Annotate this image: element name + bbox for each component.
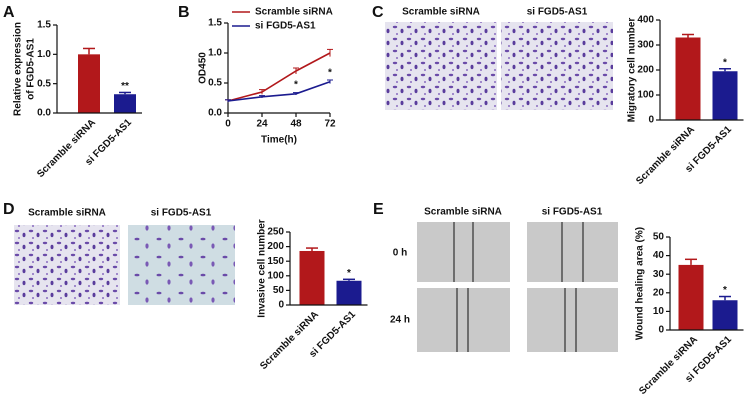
y-tick-label: 200 <box>267 241 284 252</box>
y-axis-label: Wound healing area (%) <box>635 227 646 340</box>
legend-label: si FGD5-AS1 <box>255 21 316 32</box>
significance: * <box>328 67 332 78</box>
y-tick-label: 50 <box>653 232 665 243</box>
bar <box>78 54 100 113</box>
bar <box>678 264 704 330</box>
bar <box>712 71 738 120</box>
significance: * <box>294 79 298 90</box>
line <box>227 52 331 102</box>
y-tick-label: 1.5 <box>37 20 51 31</box>
x-tick-label: 24 <box>256 119 268 130</box>
bar <box>675 37 701 120</box>
micrograph <box>14 225 120 305</box>
x-tick-label: Scramble siRNA <box>634 124 697 187</box>
panel-letter: B <box>178 4 190 21</box>
significance: * <box>723 285 727 296</box>
y-tick-label: 40 <box>653 250 665 261</box>
row-label: 24 h <box>390 315 410 326</box>
micrograph <box>385 22 497 110</box>
y-tick-label: 0 <box>278 300 284 311</box>
panel-letter: E <box>373 201 384 218</box>
y-tick-label: 10 <box>653 306 665 317</box>
y-tick-label: 1.0 <box>208 48 222 59</box>
y-tick-label: 0.0 <box>208 108 222 119</box>
image-label: si FGD5-AS1 <box>527 7 588 18</box>
y-tick-label: 0 <box>648 115 654 126</box>
y-axis-label: Invasive cell number <box>257 219 268 317</box>
micrograph <box>501 22 613 110</box>
x-axis-label: Time(h) <box>261 135 297 146</box>
panel-letter: D <box>3 201 15 218</box>
bar <box>299 250 325 305</box>
y-tick-label: 0.5 <box>37 78 51 89</box>
image-label: si FGD5-AS1 <box>542 207 603 218</box>
significance: * <box>723 57 727 68</box>
panel-letter: A <box>3 4 15 21</box>
y-tick-label: 50 <box>273 285 285 296</box>
y-tick-label: 1.5 <box>208 18 222 29</box>
image-label: si FGD5-AS1 <box>151 208 212 219</box>
y-tick-label: 400 <box>637 15 654 26</box>
y-tick-label: 0.0 <box>37 108 51 119</box>
image-label: Scramble siRNA <box>28 208 106 219</box>
y-tick-label: 300 <box>637 40 654 51</box>
y-tick-label: 0.5 <box>208 78 222 89</box>
bar <box>712 300 738 330</box>
panel-letter: C <box>372 4 384 21</box>
significance: * <box>347 268 351 279</box>
significance: ** <box>121 81 129 92</box>
row-label: 0 h <box>393 248 407 259</box>
x-tick-label: Scramble siRNA <box>35 117 98 180</box>
y-tick-label: 100 <box>637 90 654 101</box>
x-tick-label: 0 <box>225 119 231 130</box>
image-label: Scramble siRNA <box>402 7 480 18</box>
wound-images <box>417 222 618 352</box>
y-tick-label: 250 <box>267 227 284 238</box>
y-axis-label: of FGD5-AS1 <box>26 38 37 100</box>
y-axis-label: Migratory cell number <box>627 18 638 123</box>
x-tick-label: Scramble siRNA <box>637 334 700 397</box>
y-tick-label: 0 <box>658 325 664 336</box>
legend-label: Scramble siRNA <box>255 7 333 18</box>
line <box>227 81 331 102</box>
bar <box>114 94 136 113</box>
y-tick-label: 20 <box>653 287 665 298</box>
x-tick-label: 72 <box>324 119 336 130</box>
y-axis-label: OD450 <box>198 52 209 84</box>
y-tick-label: 200 <box>637 65 654 76</box>
x-tick-label: 48 <box>290 119 302 130</box>
bar <box>336 280 362 305</box>
image-label: Scramble siRNA <box>424 207 502 218</box>
y-tick-label: 30 <box>653 269 665 280</box>
y-tick-label: 100 <box>267 270 284 281</box>
y-tick-label: 1.0 <box>37 49 51 60</box>
y-tick-label: 150 <box>267 256 284 267</box>
y-axis-label: Relative expression <box>13 22 24 116</box>
micrograph <box>128 225 235 305</box>
